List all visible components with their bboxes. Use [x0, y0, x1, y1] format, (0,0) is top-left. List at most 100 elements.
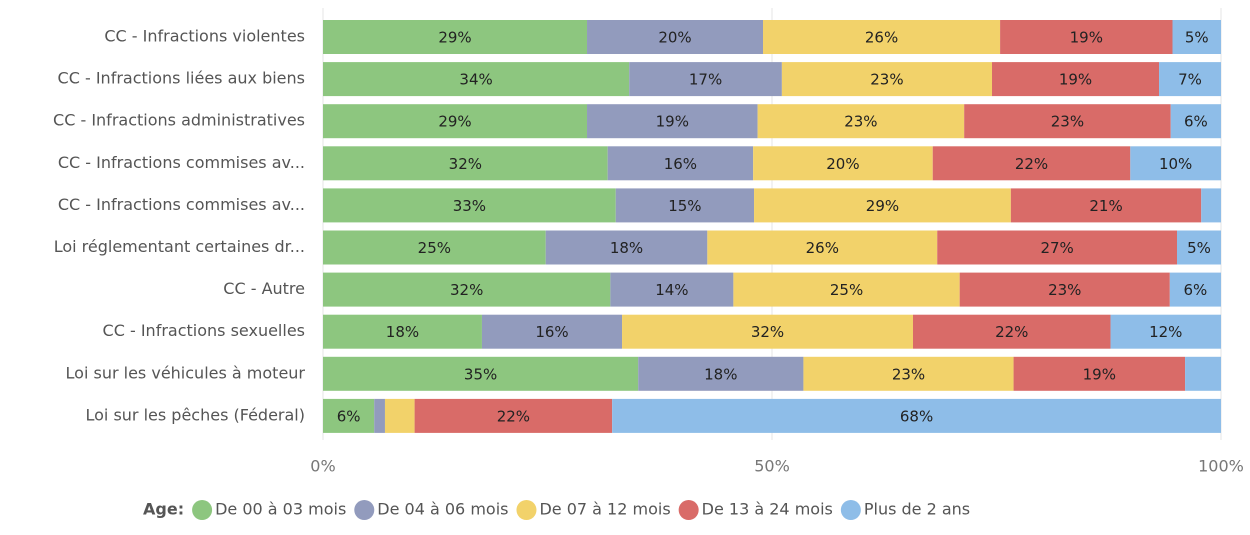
data-label: 23%: [892, 365, 925, 383]
data-label: 18%: [610, 239, 643, 257]
bar-segment: [622, 314, 913, 349]
bar-segment: [545, 230, 708, 265]
y-tick-label: Loi sur les pêches (Féderal): [86, 405, 306, 424]
data-label: 18%: [386, 323, 419, 341]
data-label: 20%: [826, 155, 859, 173]
bar-segment: [323, 188, 616, 223]
legend-label: De 13 à 24 mois: [702, 500, 833, 519]
data-label: 22%: [1015, 155, 1048, 173]
bar-segment: [912, 314, 1111, 349]
bar-segment: [587, 20, 764, 54]
bar-segment: [1110, 314, 1221, 349]
bar-segment: [323, 104, 588, 139]
bar-segment: [803, 356, 1014, 391]
bar-segment: [1170, 104, 1221, 139]
bar-segment: [615, 188, 755, 223]
data-label: 10%: [1159, 155, 1192, 173]
bar-segment: [733, 272, 960, 307]
bar-segment: [763, 20, 1001, 54]
data-label: 18%: [704, 365, 737, 383]
bar-segment: [323, 20, 588, 54]
data-label: 35%: [464, 365, 497, 383]
bar-segment: [612, 398, 1221, 433]
bar-segment: [1013, 356, 1186, 391]
data-label: 23%: [844, 113, 877, 131]
y-tick-label: CC - Infractions administratives: [53, 111, 305, 130]
bar-segment: [959, 272, 1170, 307]
data-label: 19%: [1083, 365, 1116, 383]
data-label: 6%: [1184, 113, 1208, 131]
x-tick-label: 50%: [754, 457, 790, 476]
data-label: 5%: [1185, 29, 1209, 47]
bar-segment: [937, 230, 1177, 265]
y-tick-label: CC - Infractions violentes: [104, 27, 305, 46]
bar-segment: [374, 398, 385, 433]
bar-segment: [323, 272, 611, 307]
data-label: 15%: [668, 197, 701, 215]
data-label: 25%: [830, 281, 863, 299]
data-label: 23%: [1048, 281, 1081, 299]
data-label: 5%: [1187, 239, 1211, 257]
data-label: 32%: [751, 323, 784, 341]
legend-label: Plus de 2 ans: [864, 500, 970, 519]
y-tick-label: CC - Infractions commises av...: [58, 195, 305, 214]
bar-segment: [384, 398, 415, 433]
data-label: 26%: [865, 29, 898, 47]
bar-segment: [323, 62, 630, 97]
bar-segment: [707, 230, 938, 265]
data-label: 25%: [418, 239, 451, 257]
bar-segment: [1000, 20, 1173, 54]
bar-segment: [1169, 272, 1221, 307]
x-tick-label: 100%: [1198, 457, 1244, 476]
data-label: 29%: [438, 29, 471, 47]
legend-label: De 07 à 12 mois: [539, 500, 670, 519]
bar-segment: [607, 146, 754, 181]
bar-segment: [964, 104, 1171, 139]
bar-segment: [610, 272, 734, 307]
bar-segment: [323, 230, 546, 265]
legend-label: De 00 à 03 mois: [215, 500, 346, 519]
y-tick-label: CC - Infractions liées aux biens: [58, 69, 305, 88]
data-label: 16%: [535, 323, 568, 341]
data-label: 19%: [1059, 71, 1092, 89]
data-label: 7%: [1178, 71, 1202, 89]
bar-segment: [414, 398, 613, 433]
data-label: 29%: [866, 197, 899, 215]
data-label: 19%: [1070, 29, 1103, 47]
legend-swatch: [354, 500, 375, 520]
bar-segment: [1159, 62, 1221, 97]
data-label: 22%: [995, 323, 1028, 341]
data-label: 16%: [664, 155, 697, 173]
data-label: 12%: [1149, 323, 1182, 341]
bar-segment: [932, 146, 1131, 181]
y-tick-label: Loi réglementant certaines dr...: [54, 237, 305, 256]
x-tick-label: 0%: [310, 457, 335, 476]
y-tick-label: CC - Autre: [223, 279, 305, 298]
legend-swatch: [192, 500, 213, 520]
data-label: 22%: [497, 407, 530, 425]
legend-swatch: [840, 500, 861, 520]
bar-segment: [1010, 188, 1202, 223]
bar-segment: [1201, 188, 1221, 223]
bar-segment: [992, 62, 1160, 97]
bar-segment: [587, 104, 758, 139]
bar-segment: [323, 356, 639, 391]
data-label: 17%: [689, 71, 722, 89]
data-label: 68%: [900, 407, 933, 425]
y-tick-label: CC - Infractions sexuelles: [103, 321, 305, 340]
bar-segment: [1176, 230, 1221, 265]
bar-segment: [1130, 146, 1221, 181]
y-tick-label: CC - Infractions commises av...: [58, 153, 305, 172]
bar-segment: [638, 356, 804, 391]
data-label: 6%: [1184, 281, 1208, 299]
data-label: 20%: [658, 29, 691, 47]
bar-segment: [757, 104, 965, 139]
data-label: 32%: [450, 281, 483, 299]
legend-title: Age:: [143, 500, 184, 519]
legend-label: De 04 à 06 mois: [377, 500, 508, 519]
bar-segment: [1185, 356, 1221, 391]
y-tick-label: Loi sur les véhicules à moteur: [66, 363, 306, 382]
data-label: 33%: [453, 197, 486, 215]
bar-segment: [754, 188, 1011, 223]
